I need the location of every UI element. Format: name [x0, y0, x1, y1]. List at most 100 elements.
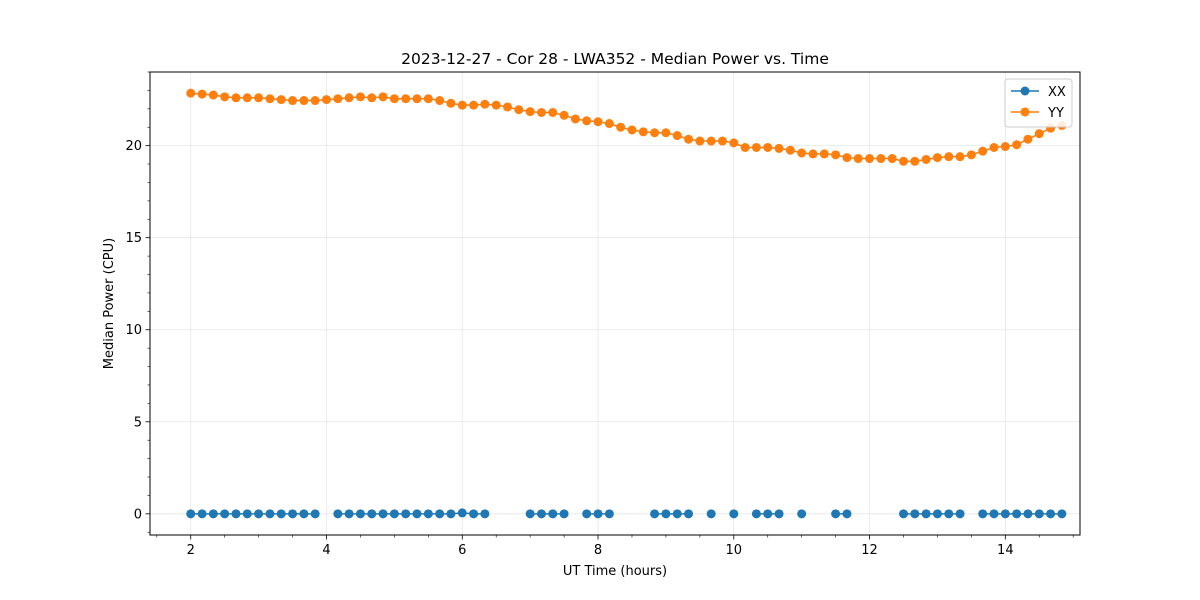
y-tick-label: 10 — [125, 323, 142, 338]
data-point-xx — [1023, 509, 1033, 519]
x-tick-label: 4 — [322, 543, 330, 558]
data-point-xx — [559, 509, 569, 519]
data-point-xx — [797, 509, 807, 519]
y-axis-label: Median Power (CPU) — [102, 238, 117, 369]
data-point-yy — [423, 94, 433, 104]
data-point-yy — [514, 105, 524, 115]
data-point-yy — [944, 152, 954, 162]
data-point-xx — [661, 509, 671, 519]
data-point-xx — [650, 509, 660, 519]
data-point-yy — [684, 134, 694, 144]
data-point-xx — [729, 509, 739, 519]
legend-marker-yy — [1020, 107, 1030, 117]
data-point-xx — [1000, 509, 1010, 519]
data-point-yy — [853, 154, 863, 164]
data-point-yy — [876, 154, 886, 164]
data-point-yy — [276, 95, 286, 105]
data-point-xx — [310, 509, 320, 519]
plot-frame — [149, 71, 1081, 536]
data-point-yy — [672, 131, 682, 141]
data-point-xx — [355, 509, 365, 519]
data-point-yy — [254, 93, 264, 103]
series-layer — [186, 88, 1067, 519]
data-point-xx — [446, 509, 456, 519]
data-point-yy — [288, 96, 298, 106]
y-tick-label: 20 — [125, 139, 142, 154]
data-point-xx — [401, 509, 411, 519]
data-point-yy — [966, 150, 976, 160]
data-point-xx — [435, 509, 445, 519]
data-point-yy — [650, 128, 660, 138]
x-axis-label: UT Time (hours) — [563, 564, 667, 579]
data-point-yy — [208, 90, 218, 100]
data-point-xx — [751, 509, 761, 519]
data-point-xx — [1012, 509, 1022, 519]
data-point-yy — [344, 93, 354, 103]
data-point-xx — [921, 509, 931, 519]
data-point-yy — [491, 100, 501, 110]
data-point-xx — [899, 509, 908, 519]
x-tick-label: 14 — [997, 543, 1014, 558]
data-point-yy — [242, 93, 252, 103]
data-point-xx — [684, 509, 694, 519]
series-xx — [186, 508, 1067, 519]
data-point-xx — [299, 509, 309, 519]
data-point-yy — [593, 117, 603, 127]
data-point-yy — [186, 88, 196, 98]
data-point-yy — [435, 96, 445, 106]
x-tick-label: 2 — [187, 543, 195, 558]
data-point-xx — [288, 509, 298, 519]
data-point-xx — [254, 509, 264, 519]
x-tick-label: 12 — [861, 543, 878, 558]
data-point-yy — [1034, 129, 1044, 139]
axes: 2 4 6 8 10 12 14 0 5 10 15 20 — [125, 71, 1074, 558]
data-point-yy — [457, 100, 467, 110]
data-point-yy — [570, 114, 580, 124]
data-point-yy — [808, 149, 818, 159]
data-point-xx — [525, 509, 535, 519]
data-point-yy — [525, 107, 535, 117]
series-yy — [186, 88, 1067, 166]
data-point-yy — [299, 96, 309, 106]
data-point-xx — [1057, 509, 1067, 519]
data-point-yy — [469, 100, 479, 110]
data-point-xx — [593, 509, 603, 519]
data-point-yy — [401, 94, 411, 104]
y-tick-label: 0 — [134, 507, 142, 522]
data-point-xx — [265, 509, 275, 519]
data-point-yy — [706, 136, 716, 146]
x-tick-label: 6 — [458, 543, 466, 558]
data-point-xx — [989, 509, 999, 519]
data-point-xx — [276, 509, 286, 519]
data-point-yy — [503, 102, 513, 112]
data-point-yy — [604, 119, 614, 129]
data-point-yy — [446, 98, 456, 108]
data-point-yy — [389, 94, 399, 104]
data-point-yy — [480, 99, 490, 109]
data-point-yy — [197, 89, 207, 99]
data-point-xx — [344, 509, 354, 519]
data-point-yy — [785, 145, 795, 155]
data-point-yy — [899, 156, 908, 166]
data-point-yy — [910, 156, 920, 166]
data-point-yy — [695, 136, 705, 146]
data-point-yy — [265, 94, 275, 104]
data-point-yy — [310, 96, 320, 106]
data-point-yy — [559, 110, 569, 120]
data-point-xx — [469, 509, 479, 519]
data-point-yy — [842, 153, 852, 163]
data-point-yy — [831, 150, 841, 160]
data-point-xx — [944, 509, 954, 519]
data-point-xx — [548, 509, 558, 519]
data-point-yy — [729, 138, 739, 148]
data-point-yy — [322, 95, 331, 105]
data-point-xx — [582, 509, 592, 519]
y-tick-label: 15 — [125, 231, 142, 246]
data-point-yy — [819, 149, 829, 159]
data-point-xx — [842, 509, 852, 519]
data-point-yy — [1023, 134, 1033, 144]
data-point-yy — [865, 154, 875, 164]
data-point-xx — [480, 509, 490, 519]
data-point-xx — [378, 509, 388, 519]
